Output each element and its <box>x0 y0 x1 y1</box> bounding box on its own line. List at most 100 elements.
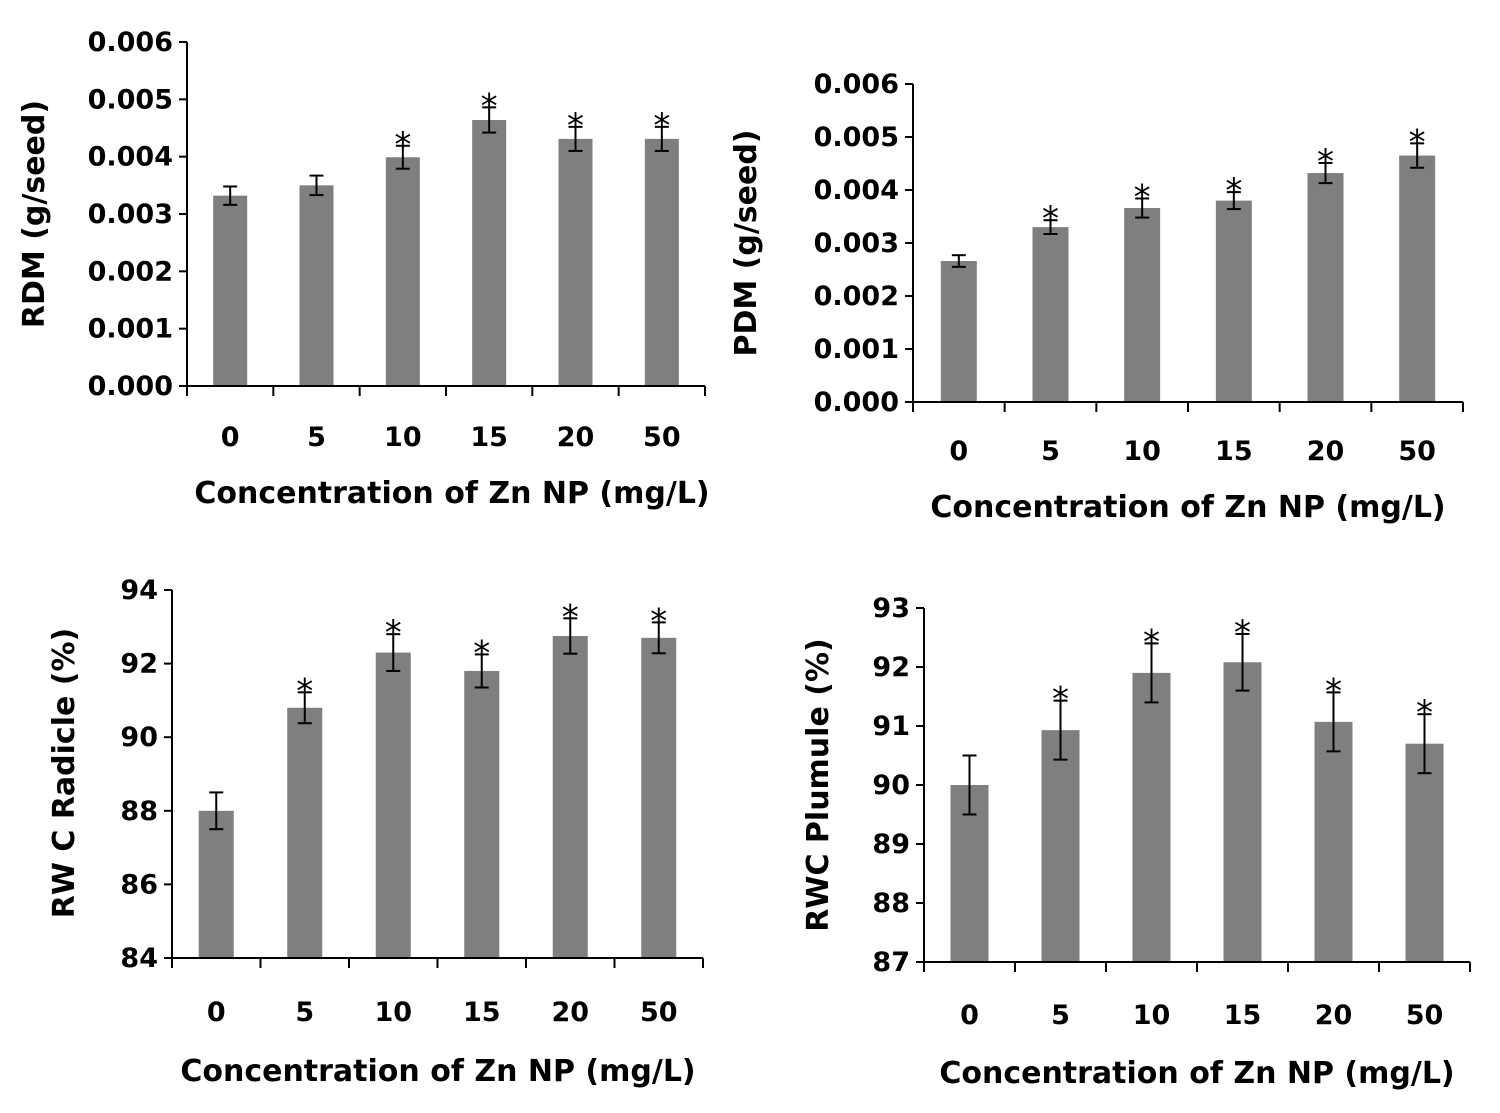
bar <box>1032 227 1069 402</box>
bar <box>287 707 323 958</box>
significance-marker: * <box>653 106 670 146</box>
y-tick-label: 93 <box>872 593 910 624</box>
y-tick-label: 0.000 <box>814 387 899 418</box>
bar <box>1223 662 1262 962</box>
x-tick-label: 50 <box>643 422 681 453</box>
bar <box>1132 672 1171 962</box>
significance-marker: * <box>1416 693 1433 733</box>
significance-marker: * <box>473 633 490 673</box>
bar <box>472 119 507 387</box>
y-tick-label: 0.004 <box>814 175 899 206</box>
x-tick-label: 20 <box>557 422 595 453</box>
bar <box>1215 200 1252 402</box>
y-tick-label: 84 <box>120 943 158 974</box>
bar <box>1041 730 1080 962</box>
significance-marker: * <box>1134 177 1151 217</box>
significance-marker: * <box>1409 122 1426 162</box>
x-tick-label: 10 <box>384 422 422 453</box>
y-axis-title: RW C Radicle (%) <box>47 628 82 919</box>
x-tick-label: 50 <box>640 997 678 1028</box>
y-tick-label: 90 <box>120 722 158 753</box>
y-tick-label: 0.004 <box>88 142 173 173</box>
x-tick-label: 5 <box>1041 436 1060 467</box>
bar <box>213 195 248 386</box>
significance-marker: * <box>1317 142 1334 182</box>
chart-panel-2: * * * * * 0.000 0.001 0.002 0.003 0.004 0.005 0.006… <box>729 69 1464 525</box>
x-tick-label: 5 <box>295 997 314 1028</box>
significance-marker: * <box>650 601 667 641</box>
significance-marker: * <box>481 86 498 126</box>
x-tick-label: 15 <box>1215 436 1253 467</box>
bar <box>940 261 977 402</box>
y-tick-label: 0.000 <box>88 371 173 402</box>
chart-panel-3: * * * * * 84 86 88 90 92 94 0 5 10 15 20 50 Concentration… <box>47 575 704 1089</box>
significance-marker: * <box>385 613 402 653</box>
x-tick-label: 0 <box>221 422 240 453</box>
bar <box>641 637 677 958</box>
bar <box>644 138 679 386</box>
significance-marker: * <box>296 671 313 711</box>
x-axis-title: Concentration of Zn NP (mg/L) <box>930 490 1445 525</box>
significance-marker: * <box>1234 613 1251 653</box>
y-tick-label: 88 <box>872 888 910 919</box>
y-tick-label: 89 <box>872 829 910 860</box>
x-axis-title: Concentration of Zn NP (mg/L) <box>180 1054 695 1089</box>
y-tick-label: 0.005 <box>814 122 899 153</box>
significance-marker: * <box>1225 171 1242 211</box>
x-tick-label: 10 <box>1123 436 1161 467</box>
x-tick-label: 20 <box>1307 436 1345 467</box>
x-tick-label: 10 <box>1133 1000 1171 1031</box>
y-tick-label: 92 <box>120 649 158 680</box>
y-tick-label: 86 <box>120 869 158 900</box>
y-axis-title: PDM (g/seed) <box>729 129 764 356</box>
y-tick-label: 0.006 <box>814 69 899 100</box>
y-tick-label: 87 <box>872 947 910 978</box>
x-tick-label: 10 <box>374 997 412 1028</box>
y-tick-label: 91 <box>872 711 910 742</box>
x-tick-label: 15 <box>470 422 508 453</box>
significance-marker: * <box>1325 671 1342 711</box>
y-tick-label: 88 <box>120 796 158 827</box>
y-tick-label: 0.005 <box>88 84 173 115</box>
chart-panel-4: * * * * * 87 88 89 90 91 92 93 0 5 10 15 20 50 Concentrati… <box>801 593 1471 1091</box>
bar <box>1307 173 1344 402</box>
x-tick-label: 15 <box>1224 1000 1262 1031</box>
y-axis-title: RWC Plumule (%) <box>801 638 836 931</box>
bar <box>558 138 593 386</box>
x-tick-label: 50 <box>1406 1000 1444 1031</box>
x-tick-label: 20 <box>551 997 589 1028</box>
chart-panel-1: * * * * 0.000 0.001 0.002 0.003 0.004 0.005 0.006 0… <box>17 27 710 511</box>
y-tick-label: 0.003 <box>88 199 173 230</box>
y-tick-label: 0.001 <box>88 314 173 345</box>
y-tick-label: 90 <box>872 770 910 801</box>
x-tick-label: 0 <box>949 436 968 467</box>
bar <box>385 157 420 386</box>
y-tick-label: 0.002 <box>814 281 899 312</box>
bar <box>464 670 500 958</box>
x-tick-label: 5 <box>1051 1000 1070 1031</box>
bar <box>375 652 411 958</box>
bar <box>552 636 588 958</box>
y-tick-label: 0.001 <box>814 334 899 365</box>
significance-marker: * <box>394 125 411 165</box>
significance-marker: * <box>562 597 579 637</box>
bar <box>1399 155 1436 402</box>
x-tick-label: 15 <box>463 997 501 1028</box>
bar <box>299 185 334 386</box>
significance-marker: * <box>1143 622 1160 662</box>
y-tick-label: 0.002 <box>88 256 173 287</box>
x-tick-label: 20 <box>1315 1000 1353 1031</box>
x-tick-label: 50 <box>1398 436 1436 467</box>
bar <box>1124 208 1161 402</box>
x-tick-label: 0 <box>207 997 226 1028</box>
x-axis-title: Concentration of Zn NP (mg/L) <box>194 476 709 511</box>
x-axis-title: Concentration of Zn NP (mg/L) <box>939 1056 1454 1091</box>
bar <box>1405 743 1444 962</box>
y-tick-label: 0.006 <box>88 27 173 58</box>
bar <box>198 810 234 958</box>
x-tick-label: 5 <box>307 422 326 453</box>
x-tick-label: 0 <box>960 1000 979 1031</box>
significance-marker: * <box>1042 199 1059 239</box>
y-tick-label: 0.003 <box>814 228 899 259</box>
